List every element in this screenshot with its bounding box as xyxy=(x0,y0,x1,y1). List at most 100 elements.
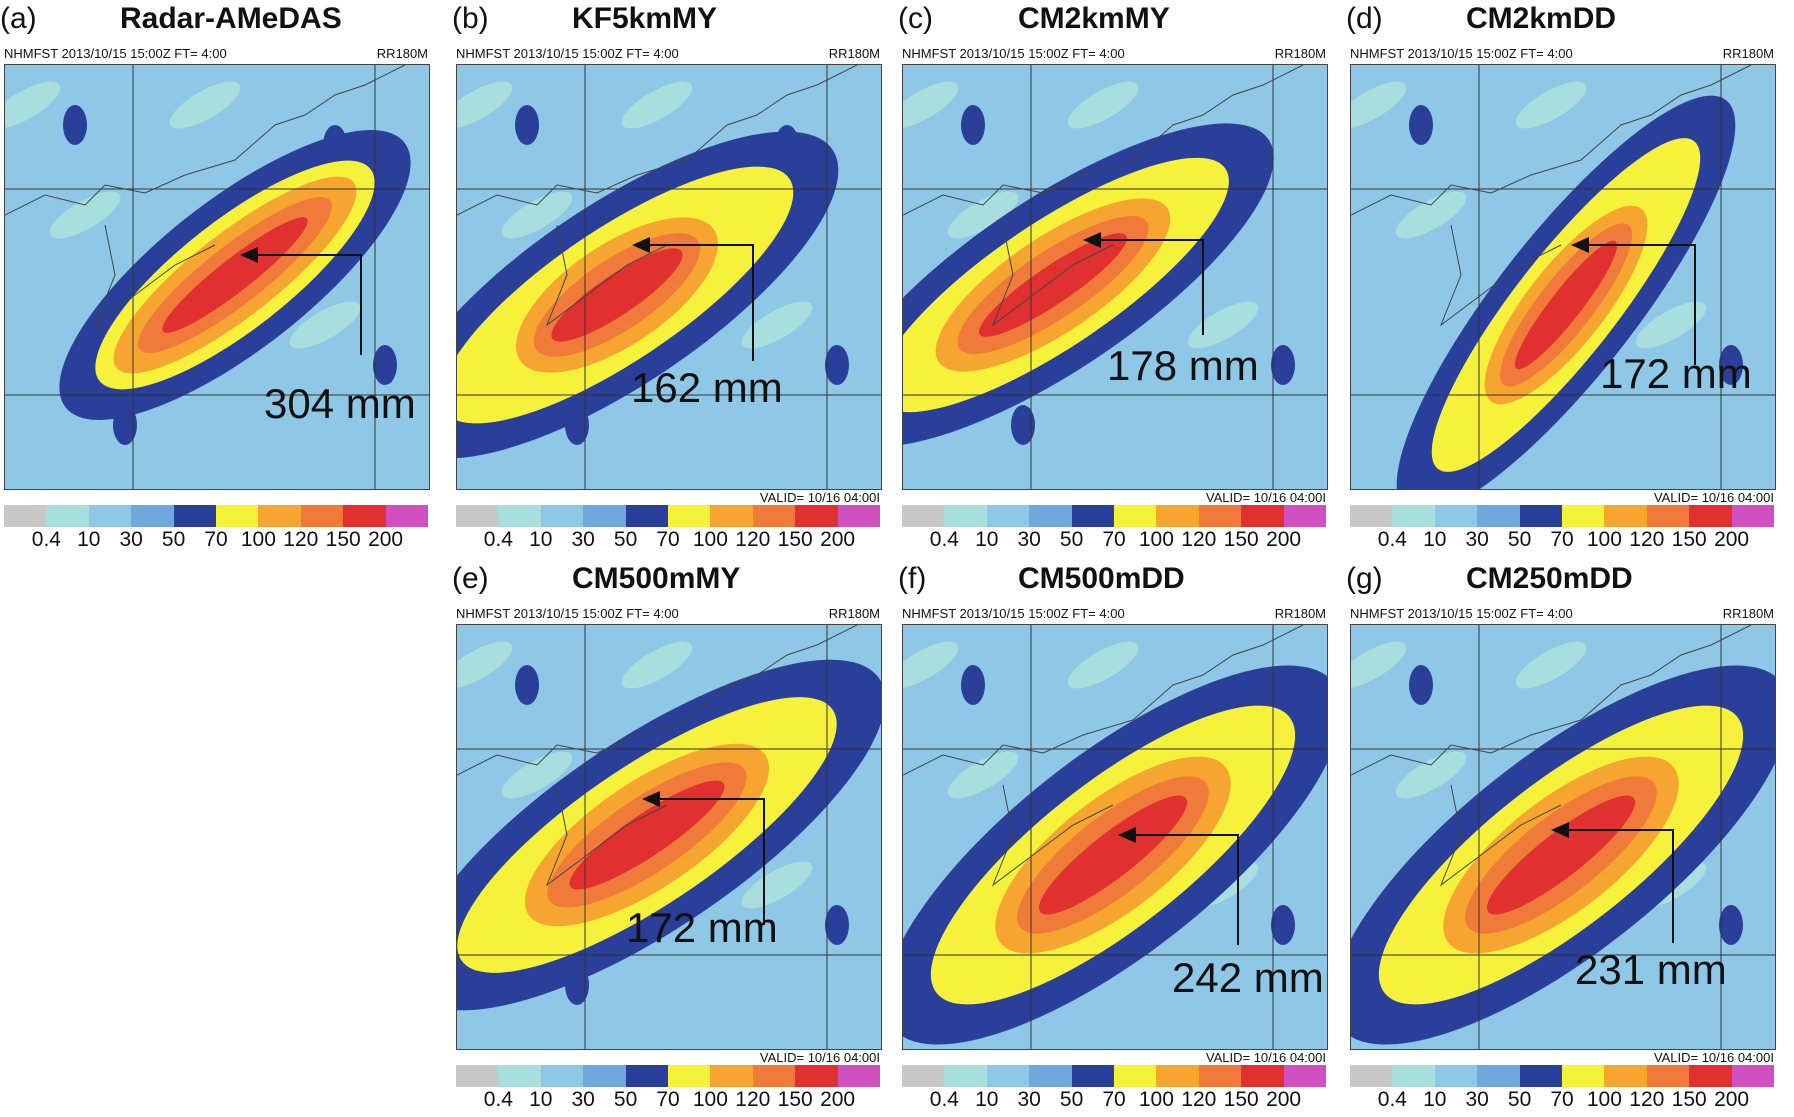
panel-label: (g) xyxy=(1346,562,1383,595)
colorbar-swatch xyxy=(668,505,711,527)
colorbar-tick-label: 10 xyxy=(529,528,553,551)
field-code: RR180M xyxy=(1274,606,1326,621)
colorbar-tick-label: 150 xyxy=(777,1088,813,1111)
field-code: RR180M xyxy=(1722,606,1774,621)
panel-header: NHMFST 2013/10/15 15:00Z FT= 4:00 RR180M xyxy=(1350,606,1774,622)
colorbar xyxy=(902,1065,1327,1087)
precipitation-map xyxy=(4,64,430,490)
colorbar-tick-label: 70 xyxy=(656,1088,680,1111)
colorbar-swatch xyxy=(1477,1065,1520,1087)
colorbar-swatch xyxy=(1519,505,1563,527)
run-info: NHMFST 2013/10/15 15:00Z FT= 4:00 xyxy=(1350,46,1573,61)
colorbar-tick-label: 0.4 xyxy=(31,528,61,551)
colorbar-tick-label: 200 xyxy=(1714,528,1750,551)
colorbar-tick-label: 50 xyxy=(1507,1088,1532,1111)
colorbar-tick-label: 0.4 xyxy=(929,1088,959,1111)
panel-title: CM2kmDD xyxy=(1466,2,1617,35)
colorbar xyxy=(902,505,1327,527)
colorbar-swatch xyxy=(1434,1065,1478,1087)
colorbar-swatch xyxy=(456,505,499,527)
colorbar-tick-label: 200 xyxy=(1266,1088,1302,1111)
colorbar-swatch xyxy=(1283,1065,1327,1087)
colorbar-tick-label: 120 xyxy=(735,1088,771,1111)
colorbar xyxy=(4,505,429,527)
rainfall-field xyxy=(457,625,881,1049)
map-panel: (b) KF5kmMY NHMFST 2013/10/15 15:00Z FT=… xyxy=(452,0,882,551)
valid-time: VALID= 10/16 04:00I xyxy=(1205,490,1326,505)
colorbar-swatch xyxy=(4,505,47,527)
colorbar-swatch xyxy=(583,1065,626,1087)
colorbar-swatch xyxy=(902,505,945,527)
colorbar-swatch xyxy=(498,1065,541,1087)
max-rainfall-annotation: 242 mm xyxy=(1172,954,1324,1001)
colorbar-swatch xyxy=(1604,505,1647,527)
colorbar-swatch xyxy=(385,505,429,527)
colorbar-swatch xyxy=(752,1065,796,1087)
colorbar-swatch xyxy=(986,505,1030,527)
map-panel: (a) Radar-AMeDAS NHMFST 2013/10/15 15:00… xyxy=(0,0,430,551)
valid-time: VALID= 10/16 04:00I xyxy=(1205,1050,1326,1065)
colorbar-swatch xyxy=(944,505,987,527)
colorbar-swatch xyxy=(1731,505,1775,527)
precipitation-map xyxy=(1350,624,1776,1050)
colorbar-swatch xyxy=(1241,1065,1284,1087)
colorbar-swatch xyxy=(540,505,584,527)
colorbar-swatch xyxy=(625,505,669,527)
colorbar-swatch xyxy=(1071,1065,1115,1087)
panel-header: NHMFST 2013/10/15 15:00Z FT= 4:00 RR180M xyxy=(456,606,880,622)
colorbar-tick-label: 150 xyxy=(1223,528,1259,551)
field-code: RR180M xyxy=(828,46,880,61)
colorbar-swatch xyxy=(456,1065,499,1087)
colorbar-tick-label: 10 xyxy=(1423,1088,1447,1111)
colorbar-tick-label: 100 xyxy=(692,1088,728,1111)
rainfall-field xyxy=(457,65,881,489)
colorbar-swatch xyxy=(1156,1065,1199,1087)
colorbar-tick-label: 30 xyxy=(1017,528,1041,551)
colorbar-swatch xyxy=(46,505,89,527)
colorbar-tick-label: 100 xyxy=(1138,1088,1174,1111)
panel-title: CM500mMY xyxy=(572,562,741,595)
colorbar-swatch xyxy=(795,1065,838,1087)
panel-title: Radar-AMeDAS xyxy=(120,2,342,35)
rainfall-field xyxy=(1351,65,1775,489)
colorbar-tick-label: 0.4 xyxy=(929,528,959,551)
map-panel: (g) CM250mDD NHMFST 2013/10/15 15:00Z FT… xyxy=(1346,560,1776,1111)
run-info: NHMFST 2013/10/15 15:00Z FT= 4:00 xyxy=(1350,606,1573,621)
colorbar-tick-label: 120 xyxy=(1181,1088,1217,1111)
colorbar-swatch xyxy=(1283,505,1327,527)
colorbar-swatch xyxy=(710,505,753,527)
colorbar-swatch xyxy=(1604,1065,1647,1087)
colorbar-swatch xyxy=(1392,1065,1435,1087)
colorbar-swatch xyxy=(1114,1065,1157,1087)
panel-header: NHMFST 2013/10/15 15:00Z FT= 4:00 RR180M xyxy=(902,606,1326,622)
panel-title: CM2kmMY xyxy=(1018,2,1170,35)
colorbar-tick-label: 100 xyxy=(240,528,276,551)
colorbar-tick-label: 0.4 xyxy=(1377,1088,1407,1111)
panel-header: NHMFST 2013/10/15 15:00Z FT= 4:00 RR180M xyxy=(902,46,1326,62)
colorbar-tick-label: 120 xyxy=(1181,528,1217,551)
colorbar-tick-label: 30 xyxy=(571,528,595,551)
valid-time: VALID= 10/16 04:00I xyxy=(1653,490,1774,505)
map-panel: (e) CM500mMY NHMFST 2013/10/15 15:00Z FT… xyxy=(452,560,882,1111)
colorbar-swatch xyxy=(216,505,259,527)
colorbar-tick-label: 70 xyxy=(1102,1088,1126,1111)
field-code: RR180M xyxy=(828,606,880,621)
colorbar-swatch xyxy=(1350,1065,1393,1087)
precipitation-map xyxy=(902,64,1328,490)
colorbar-swatch xyxy=(1731,1065,1775,1087)
field-code: RR180M xyxy=(1722,46,1774,61)
colorbar-swatch xyxy=(173,505,217,527)
rainfall-field xyxy=(903,625,1327,1049)
panel-label: (c) xyxy=(898,2,933,35)
max-rainfall-annotation: 304 mm xyxy=(264,380,416,427)
colorbar-swatch xyxy=(986,1065,1030,1087)
colorbar-tick-label: 70 xyxy=(204,528,228,551)
precipitation-map xyxy=(456,64,882,490)
colorbar-swatch xyxy=(1689,505,1732,527)
rainfall-field xyxy=(903,65,1327,489)
panel-title: CM250mDD xyxy=(1466,562,1633,595)
run-info: NHMFST 2013/10/15 15:00Z FT= 4:00 xyxy=(902,46,1125,61)
panel-header: NHMFST 2013/10/15 15:00Z FT= 4:00 RR180M xyxy=(1350,46,1774,62)
colorbar-tick-label: 10 xyxy=(77,528,101,551)
colorbar-tick-label: 50 xyxy=(1507,528,1532,551)
